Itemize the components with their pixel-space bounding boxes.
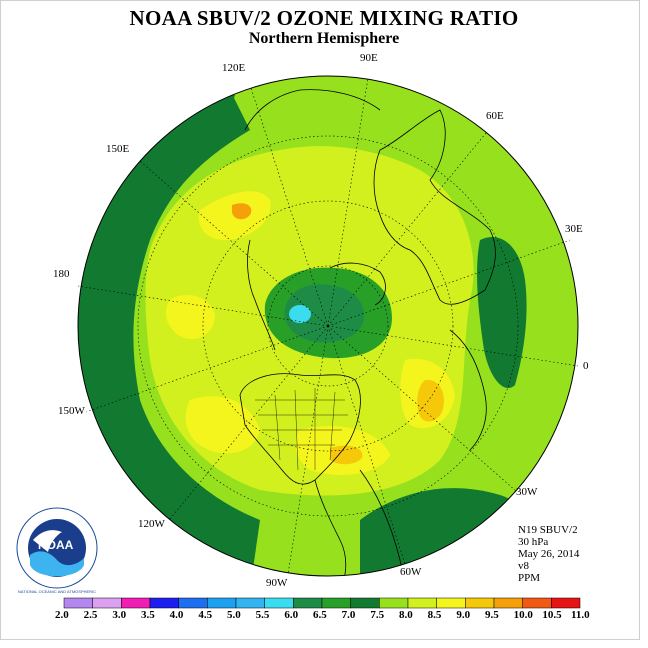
colorbar-tick-label: 4.5 — [198, 609, 213, 621]
colorbar-segment — [522, 597, 552, 609]
colorbar-segment — [407, 597, 437, 609]
contour-6.5-east — [477, 236, 527, 389]
info-level: 30 hPa — [518, 536, 549, 548]
colorbar-tick-label: 5.0 — [227, 609, 241, 621]
info-version: v8 — [518, 560, 529, 572]
colorbar-tick-label: 8.5 — [427, 609, 442, 621]
figure-frame — [0, 0, 640, 640]
colorbar — [63, 597, 581, 609]
south-america-outline — [359, 469, 402, 576]
colorbar-segment — [92, 597, 122, 609]
coastlines — [239, 89, 496, 576]
colorbar-segment — [465, 597, 495, 609]
lon-label-90e: 90E — [360, 52, 378, 64]
us-states — [255, 388, 348, 471]
colorbar-segment — [264, 597, 294, 609]
colorbar-segment — [178, 597, 208, 609]
map-boundary — [77, 75, 579, 577]
map-subtitle: Northern Hemisphere — [248, 30, 400, 47]
lon-label-30e: 30E — [565, 223, 583, 235]
lon-label-60e: 60E — [486, 110, 504, 122]
colorbar-segment — [379, 597, 409, 609]
colorbar-tick-label: 7.5 — [370, 609, 385, 621]
colorbar-tick-label: 8.0 — [399, 609, 413, 621]
map-title: NOAA SBUV/2 OZONE MIXING RATIO — [129, 6, 519, 30]
contour-8.5-a — [417, 379, 445, 422]
colorbar-segment — [149, 597, 179, 609]
colorbar-tick-label: 11.0 — [571, 609, 590, 621]
colorbar-segment — [207, 597, 237, 609]
colorbar-tick-label: 2.0 — [55, 609, 69, 621]
colorbar-segment — [321, 597, 351, 609]
colorbar-segment — [121, 597, 151, 609]
contour-5.5-polar — [289, 305, 311, 323]
colorbar-tick-label: 4.0 — [169, 609, 184, 621]
lon-label-120e: 120E — [222, 62, 246, 74]
contour-8.0-c — [185, 396, 260, 454]
colorbar-tick-label: 3.5 — [141, 609, 155, 621]
colorbar-tick-label: 6.0 — [284, 609, 299, 621]
colorbar-segment — [63, 597, 93, 609]
colorbar-segment — [293, 597, 323, 609]
eurasia-outline — [373, 109, 496, 305]
colorbar-tick-label: 9.0 — [456, 609, 471, 621]
info-date: May 26, 2014 — [518, 548, 580, 560]
lon-label-150e: 150E — [106, 143, 130, 155]
north-america-outline — [239, 373, 361, 485]
noaa-logo-ring-text: NATIONAL OCEANIC AND ATMOSPHERIC ADMINIS… — [17, 589, 97, 594]
colorbar-tick-label: 9.5 — [485, 609, 499, 621]
noaa-logo-text: NOAA — [38, 538, 74, 552]
meridians — [77, 77, 579, 575]
colorbar-tick-label: 5.5 — [255, 609, 270, 621]
info-instrument: N19 SBUV/2 — [518, 524, 578, 536]
lon-label-60w: 60W — [400, 566, 422, 578]
latitude-circles — [137, 135, 519, 517]
lon-label-90w: 90W — [266, 577, 288, 589]
colorbar-tick-label: 3.0 — [112, 609, 127, 621]
colorbar-tick-label: 6.5 — [313, 609, 327, 621]
east-asia-outline — [244, 89, 381, 131]
lon-label-120w: 120W — [138, 518, 165, 530]
lon-label-180: 180 — [53, 268, 70, 280]
info-units: PPM — [518, 572, 541, 584]
colorbar-segment — [350, 597, 380, 609]
colorbar-tick-label: 7.0 — [341, 609, 356, 621]
lon-label-150w: 150W — [58, 405, 85, 417]
noaa-logo — [16, 507, 98, 589]
colorbar-segment — [235, 597, 265, 609]
lon-label-30w: 30W — [516, 486, 538, 498]
central-america-outline — [314, 479, 347, 576]
contour-6.0-polar — [284, 284, 365, 343]
lon-label-0: 0 — [583, 360, 589, 372]
greenland-outline — [329, 262, 386, 306]
colorbar-tick-label: 10.5 — [542, 609, 562, 621]
colorbar-segment — [551, 597, 581, 609]
colorbar-segment — [493, 597, 523, 609]
contour-9.0 — [232, 203, 252, 220]
europe-africa-outline — [449, 329, 487, 451]
contour-8.0-b — [166, 295, 215, 339]
colorbar-tick-label: 10.0 — [513, 609, 533, 621]
siberia-coast-outline — [247, 239, 276, 351]
colorbar-tick-label: 2.5 — [83, 609, 98, 621]
colorbar-segment — [436, 597, 466, 609]
contour-8.5-b — [330, 445, 363, 465]
